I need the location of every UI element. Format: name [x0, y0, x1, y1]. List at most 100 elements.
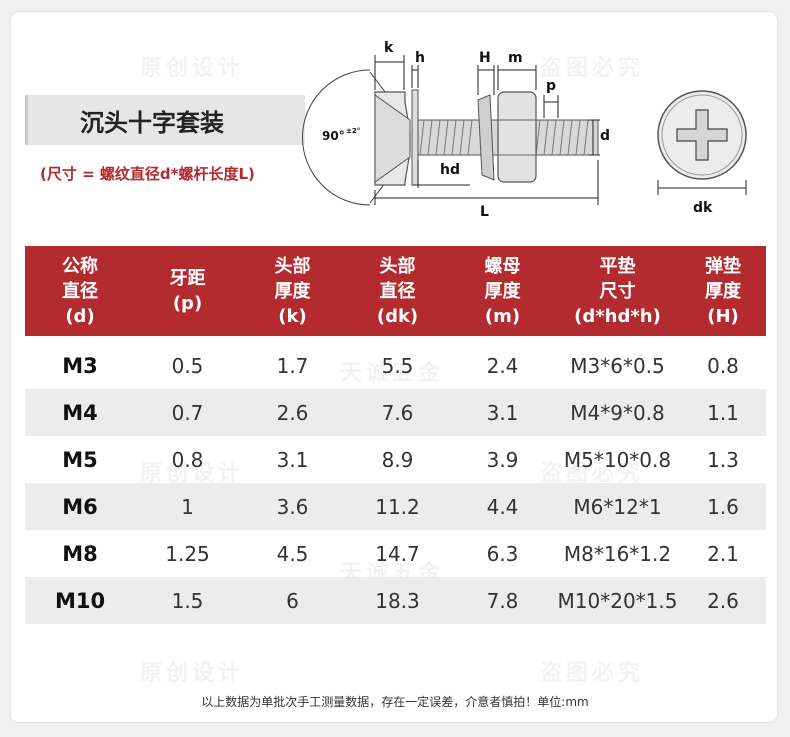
table-cell: M4*9*0.8 [570, 400, 665, 425]
size-cell: M4 [62, 400, 98, 425]
column-header-line: 平垫 [599, 255, 636, 277]
spec-table-header: 公称直径 (d) 牙距 (p) 头部厚度 (k) 头部直径 (dk) 螺母厚度 (m) 平垫尺寸 (d… [25, 246, 766, 336]
column-header: 弹垫厚度 (H) [680, 246, 766, 336]
dim-k-label: k [384, 40, 394, 56]
watermark: 盗图必究 [540, 56, 645, 81]
table-cell: 0.7 [171, 400, 204, 425]
column-header-line: (H) [707, 305, 739, 327]
watermark: 原创设计 [140, 461, 245, 486]
table-cell: 1.7 [276, 353, 309, 378]
dim-H-label: H [479, 50, 491, 66]
table-cell: 3.1 [486, 400, 519, 425]
column-header: 公称直径 (d) [25, 246, 135, 336]
table-row: M5 0.8 3.1 8.9 3.9 M5*10*0.8 1.3 [25, 436, 766, 483]
column-header: 螺母厚度 (m) [450, 246, 555, 336]
table-cell: 0.8 [707, 353, 739, 378]
column-header-line: (d*hd*h) [574, 305, 661, 327]
page-title: 沉头十字套装 [25, 95, 305, 145]
table-cell: 1.3 [707, 447, 739, 472]
table-cell: 11.2 [375, 494, 420, 519]
table-cell: 6 [286, 588, 299, 613]
table-cell: 1.6 [707, 494, 739, 519]
table-cell: M6*12*1 [573, 494, 662, 519]
table-cell: M3*6*0.5 [570, 353, 665, 378]
size-cell: M6 [62, 494, 98, 519]
column-header: 平垫尺寸 (d*hd*h) [555, 246, 680, 336]
column-header: 头部厚度 (k) [240, 246, 345, 336]
table-cell: 1.25 [165, 541, 210, 566]
column-header-line: (dk) [376, 305, 419, 327]
table-cell: 1.1 [707, 400, 739, 425]
watermark: 盗图必究 [540, 661, 645, 686]
table-cell: 4.4 [486, 494, 519, 519]
column-header-line: 直径 [379, 280, 416, 302]
table-cell: 2.4 [486, 353, 519, 378]
table-cell: M5*10*0.8 [563, 447, 672, 472]
dim-m-label: m [508, 50, 523, 66]
measurement-disclaimer: 以上数据为单批次手工测量数据，存在一定误差，介意者慎拍！单位:mm [201, 695, 589, 709]
column-header-line: 厚度 [274, 280, 311, 302]
dim-d-label: d [600, 128, 610, 144]
table-cell: 3.1 [276, 447, 309, 472]
dim-hd-label: hd [440, 162, 460, 178]
table-cell: 5.5 [381, 353, 414, 378]
angle-label: 90° [322, 129, 345, 143]
table-cell: 3.6 [276, 494, 309, 519]
size-cell: M3 [62, 353, 98, 378]
watermark: 天诚五金 [340, 361, 445, 386]
title-text: 沉头十字套装 [80, 108, 224, 137]
table-cell: 2.6 [707, 588, 739, 613]
phillips-head-diagram: dk [657, 90, 747, 216]
table-row: M6 1 3.6 11.2 4.4 M6*12*1 1.6 [25, 483, 766, 530]
dim-p-label: p [546, 78, 556, 94]
table-cell: 14.7 [375, 541, 420, 566]
table-cell: 2.6 [276, 400, 309, 425]
column-header-line: 螺母 [484, 255, 521, 277]
column-header-line: (p) [172, 293, 203, 314]
size-formula-note: (尺寸 = 螺纹直径d*螺杆长度L) [40, 165, 255, 183]
watermark: 原创设计 [140, 661, 245, 686]
spec-table-body: M3 0.5 1.7 5.5 2.4 M3*6*0.5 0.8 M4 0.7 2.6 7.6 3.1 M… [25, 342, 766, 624]
table-cell: 0.5 [171, 353, 204, 378]
table-row: M4 0.7 2.6 7.6 3.1 M4*9*0.8 1.1 [25, 389, 766, 436]
table-cell: 7.8 [486, 588, 519, 613]
column-header-line: 头部 [274, 255, 311, 277]
dim-h-label: h [415, 50, 425, 66]
watermark: 原创设计 [140, 56, 245, 81]
column-header-line: 厚度 [484, 280, 521, 302]
column-header-line: (k) [278, 305, 307, 327]
column-header-line: (d) [65, 305, 95, 327]
table-cell: 0.8 [171, 447, 204, 472]
table-cell: 1 [181, 494, 194, 519]
table-cell: 4.5 [276, 541, 309, 566]
watermark: 盗图必究 [540, 461, 645, 486]
table-cell: M10*20*1.5 [557, 588, 678, 613]
screw-assembly-diagram: 90° ±2° k h H m p d hd L [302, 40, 610, 220]
size-cell: M5 [62, 447, 98, 472]
dim-L-label: L [480, 204, 489, 220]
column-header-line: 尺寸 [599, 280, 636, 302]
column-header-line: (m) [484, 305, 521, 327]
table-cell: 1.5 [171, 588, 204, 613]
table-row: M10 1.5 6 18.3 7.8 M10*20*1.5 2.6 [25, 577, 766, 624]
table-cell: 3.9 [486, 447, 519, 472]
dim-dk-label: dk [693, 200, 713, 216]
table-row: M8 1.25 4.5 14.7 6.3 M8*16*1.2 2.1 [25, 530, 766, 577]
table-cell: 8.9 [381, 447, 414, 472]
size-cell: M8 [62, 541, 98, 566]
column-header-line: 厚度 [705, 280, 741, 302]
column-header-line: 弹垫 [705, 255, 741, 277]
table-cell: 6.3 [486, 541, 519, 566]
table-cell: 18.3 [375, 588, 420, 613]
column-header-line: 头部 [379, 255, 416, 277]
column-header-line: 直径 [62, 280, 98, 302]
table-row: M3 0.5 1.7 5.5 2.4 M3*6*0.5 0.8 [25, 342, 766, 389]
column-header-line: 牙距 [169, 268, 206, 289]
column-header: 头部直径 (dk) [345, 246, 450, 336]
angle-tolerance-label: ±2° [346, 127, 360, 135]
column-header: 牙距 (p) [135, 246, 240, 336]
column-header-line: 公称 [62, 255, 98, 277]
table-cell: M8*16*1.2 [563, 541, 672, 566]
table-cell: 7.6 [381, 400, 414, 425]
size-cell: M10 [54, 588, 106, 613]
